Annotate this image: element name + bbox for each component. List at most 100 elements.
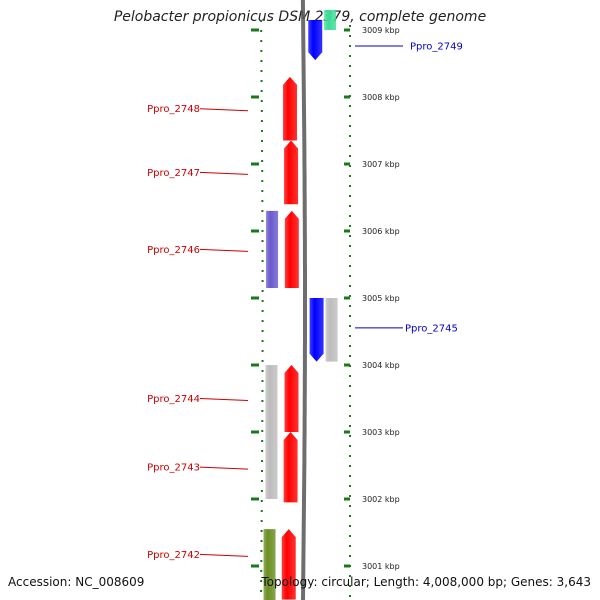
track-dot-inner: [260, 570, 263, 572]
track-dot-inner: [260, 530, 263, 532]
track-dot-outer: [349, 415, 351, 417]
scale-tick-label: 3006 kbp: [362, 227, 400, 236]
track-dot-inner: [261, 440, 264, 442]
track-dot-inner: [260, 510, 263, 512]
track-dot-outer: [349, 525, 351, 527]
gene-label[interactable]: Ppro_2747: [147, 168, 200, 179]
scale-tick-inner: [251, 430, 259, 434]
gene-ppro-2745[interactable]: [309, 298, 324, 362]
scale-tick: [344, 28, 350, 32]
track-dot-outer: [349, 505, 351, 507]
track-dot-inner: [260, 560, 263, 562]
track-dot-inner: [260, 550, 263, 552]
track-dot-inner: [261, 250, 264, 252]
track-dot-inner: [261, 220, 264, 222]
track-dot-outer: [349, 445, 351, 447]
gene-label-leader: [199, 248, 249, 252]
track-dot-inner: [261, 470, 264, 472]
topology-text: Topology: circular; Length: 4,008,000 bp…: [261, 575, 591, 589]
gene-label[interactable]: Ppro_2748: [147, 104, 200, 115]
track-dot-outer: [349, 325, 351, 327]
track-dot-outer: [349, 355, 351, 357]
gene-ppro-2743[interactable]: [283, 432, 298, 503]
gene-ppro-2749[interactable]: [308, 19, 323, 61]
gene-label-leader: [199, 398, 249, 401]
gene-feature-teal[interactable]: [324, 9, 337, 30]
scale-tick-label: 3003 kbp: [362, 428, 400, 437]
track-dot-outer: [349, 405, 351, 407]
scale-tick: [344, 430, 350, 434]
track-dot-inner: [260, 490, 263, 492]
track-dot-outer: [349, 85, 351, 87]
track-dot-inner: [261, 280, 264, 282]
track-dot-outer: [349, 265, 351, 267]
track-dot-outer: [349, 35, 351, 37]
gene-label[interactable]: Ppro_2742: [147, 550, 200, 561]
gene-ppro-2748[interactable]: [283, 76, 298, 141]
track-dot-inner: [261, 380, 264, 382]
track-dot-outer: [349, 175, 351, 177]
gene-ppro-2747[interactable]: [284, 140, 299, 205]
track-dot-outer: [349, 555, 351, 557]
track-dot-inner: [261, 420, 264, 422]
gene-label[interactable]: Ppro_2744: [147, 394, 200, 405]
track-dot-outer: [349, 225, 351, 227]
gene-ppro-2742[interactable]: [281, 529, 296, 600]
track-dot-inner: [261, 320, 264, 322]
track-dot-outer: [349, 75, 351, 77]
gene-label[interactable]: Ppro_2743: [147, 463, 200, 474]
track-dot-outer: [349, 575, 351, 577]
gene-feature-gray[interactable]: [265, 365, 278, 499]
track-dot-inner: [260, 520, 263, 522]
track-dot-outer: [349, 315, 351, 317]
gene-feature-gray[interactable]: [325, 298, 338, 362]
track-dot-outer: [349, 65, 351, 67]
gene-feature-purple[interactable]: [266, 210, 279, 288]
track-dot-outer: [349, 55, 351, 57]
gene-label[interactable]: Ppro_2745: [405, 323, 458, 334]
track-dot-inner: [261, 170, 264, 172]
track-dot-outer: [349, 45, 351, 47]
track-dot-outer: [349, 335, 351, 337]
scale-tick-label: 3004 kbp: [362, 361, 400, 370]
track-dot-outer: [349, 235, 351, 237]
track-dot-outer: [349, 385, 351, 387]
track-dot-inner: [261, 230, 264, 232]
scale-tick: [344, 229, 350, 233]
track-dot-inner: [261, 400, 264, 402]
track-dot-inner: [260, 130, 263, 132]
track-dot-outer: [349, 165, 351, 167]
track-dot-inner: [261, 410, 264, 412]
track-dot-inner: [261, 310, 264, 312]
track-dot-outer: [349, 245, 351, 247]
track-dot-outer: [349, 425, 351, 427]
track-dot-inner: [260, 30, 263, 32]
track-dot-outer: [349, 205, 351, 207]
track-dot-inner: [260, 40, 263, 42]
gene-label[interactable]: Ppro_2746: [147, 245, 200, 256]
gene-label-leader: [199, 171, 249, 175]
gene-label[interactable]: Ppro_2749: [410, 42, 463, 53]
track-dot-inner: [260, 70, 263, 72]
track-dot-inner: [260, 20, 263, 22]
gene-ppro-2744[interactable]: [284, 365, 299, 432]
scale-tick-label: 3005 kbp: [362, 294, 400, 303]
track-dot-outer: [349, 305, 351, 307]
gene-feature-olive[interactable]: [263, 529, 276, 600]
track-dot-outer: [349, 595, 351, 597]
track-dot-outer: [349, 255, 351, 257]
track-dot-inner: [261, 200, 264, 202]
scale-tick-label: 3009 kbp: [362, 26, 400, 35]
scale-tick: [344, 296, 350, 300]
track-dot-inner: [261, 180, 264, 182]
scale-tick-label: 3007 kbp: [362, 160, 400, 169]
genome-backbone-axis: [300, 0, 307, 600]
track-dot-outer: [349, 515, 351, 517]
gene-ppro-2746[interactable]: [284, 210, 299, 288]
track-dot-outer: [349, 535, 351, 537]
scale-tick-inner: [251, 162, 259, 166]
track-dot-outer: [349, 465, 351, 467]
track-dot-inner: [261, 330, 264, 332]
track-dot-inner: [260, 580, 263, 582]
